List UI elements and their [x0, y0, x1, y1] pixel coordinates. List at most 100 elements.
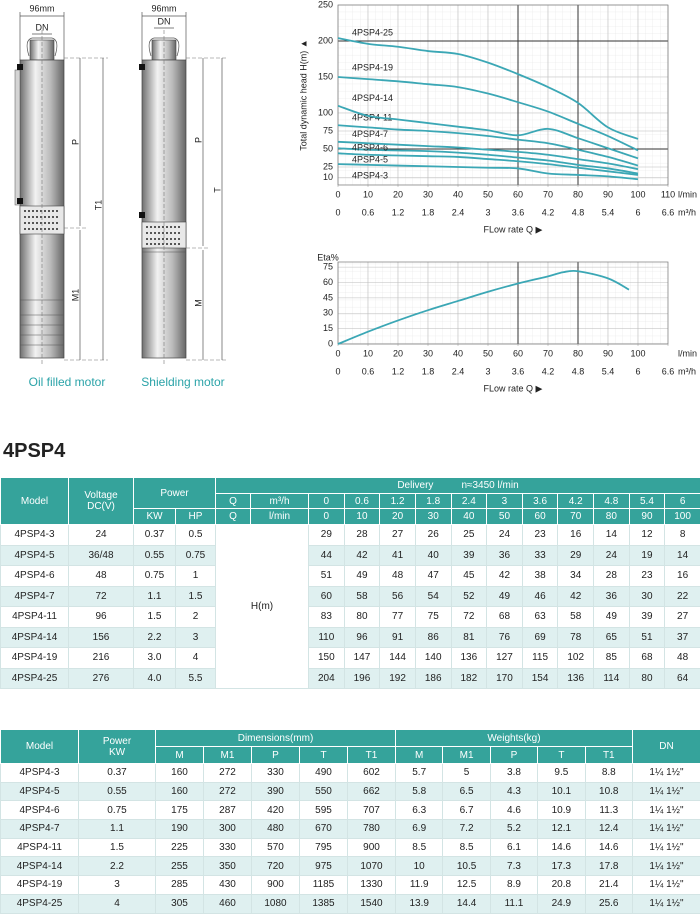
table-cell: 4.0 — [134, 668, 176, 689]
y-tick-label: 150 — [318, 71, 333, 81]
series-label: 4PSP4-25 — [352, 27, 393, 37]
table-cell: 78 — [558, 627, 594, 648]
top-section: 96mm DN P T1 M1 Oil filled motor 96mm DN — [0, 0, 700, 400]
table-cell: 48 — [69, 566, 134, 587]
table-cell: 4PSP4-5 — [1, 545, 69, 566]
x-tick-label: 10 — [363, 348, 373, 358]
x2-tick-label: 3.6 — [512, 366, 525, 376]
table-cell: 42 — [487, 566, 523, 587]
table-cell: 23 — [629, 566, 665, 587]
x2-tick-label: 2.4 — [452, 366, 465, 376]
y-tick-label: 45 — [323, 292, 333, 302]
table-cell: 6.7 — [443, 801, 490, 820]
x2-tick-label: 6.6 — [662, 207, 675, 217]
table-cell: 795 — [300, 838, 348, 857]
table-cell: 0.75 — [79, 801, 156, 820]
table-cell: 96 — [69, 607, 134, 628]
table-cell: 22 — [665, 586, 700, 607]
table-cell: 72 — [451, 607, 487, 628]
table-cell: 4PSP4-3 — [1, 525, 69, 546]
x-axis-label: FLow rate Q ▶ — [484, 224, 543, 234]
table-cell: 64 — [665, 668, 700, 689]
header-cell: 20 — [380, 509, 416, 525]
header-cell: 3 — [487, 493, 523, 509]
table-cell: 56 — [380, 586, 416, 607]
table-cell: 1¼ 1½" — [632, 801, 700, 820]
x-tick-label: 30 — [423, 189, 433, 199]
table-cell: 110 — [309, 627, 345, 648]
table-cell: 7.2 — [443, 820, 490, 839]
table-cell: 28 — [594, 566, 630, 587]
header-cell: 0.6 — [344, 493, 380, 509]
y-tick-label: 100 — [318, 107, 333, 117]
table-cell: 69 — [522, 627, 558, 648]
table-cell: 0.37 — [134, 525, 176, 546]
header-cell: 1.2 — [380, 493, 416, 509]
table-cell: 4PSP4-6 — [1, 801, 79, 820]
table-cell: 5.8 — [396, 782, 443, 801]
table-cell: 115 — [522, 648, 558, 669]
table-cell: 330 — [252, 764, 300, 783]
table-cell: 900 — [348, 838, 396, 857]
header-cell: Q — [216, 509, 251, 525]
table-cell: 48 — [665, 648, 700, 669]
table-cell: 38 — [522, 566, 558, 587]
header-cell: T — [538, 747, 585, 764]
header-cell: 60 — [522, 509, 558, 525]
header-cell: T — [300, 747, 348, 764]
x-tick-label: 110 — [661, 189, 675, 199]
header-cell: HP — [176, 509, 216, 525]
series-label: 4PSP4-19 — [352, 62, 393, 72]
table-cell: 150 — [309, 648, 345, 669]
table-cell: 1080 — [252, 894, 300, 913]
table-cell: 24 — [487, 525, 523, 546]
table-cell: 1.5 — [176, 586, 216, 607]
table-cell: 68 — [487, 607, 523, 628]
table-cell: 420 — [252, 801, 300, 820]
table-cell: 0.55 — [79, 782, 156, 801]
table-cell: 4PSP4-14 — [1, 857, 79, 876]
table-cell: 44 — [309, 545, 345, 566]
table-cell: 14.4 — [443, 894, 490, 913]
table-cell: 0.75 — [134, 566, 176, 587]
table-cell: 24 — [69, 525, 134, 546]
table-cell: 390 — [252, 782, 300, 801]
series-label: 4PSP4-3 — [352, 170, 388, 180]
header-cell: M — [396, 747, 443, 764]
table-cell: 3.8 — [490, 764, 537, 783]
table-cell: 8.5 — [443, 838, 490, 857]
table-cell: 1¼ 1½" — [632, 857, 700, 876]
header-cell: 40 — [451, 509, 487, 525]
x-tick-label: 30 — [423, 348, 433, 358]
series-label: 4PSP4-5 — [352, 155, 388, 165]
header-text: Power — [79, 736, 155, 747]
table-cell: 4PSP4-25 — [1, 894, 79, 913]
header-cell: 0 — [309, 493, 345, 509]
table-cell: 12 — [629, 525, 665, 546]
header-cell: 10 — [344, 509, 380, 525]
table-cell: 720 — [252, 857, 300, 876]
header-cell: M1 — [443, 747, 490, 764]
table-cell: 10.5 — [443, 857, 490, 876]
table-cell: 75 — [415, 607, 451, 628]
table-cell: 51 — [629, 627, 665, 648]
table-cell: 12.5 — [443, 876, 490, 895]
table-cell: 127 — [487, 648, 523, 669]
x-tick-label: 70 — [543, 348, 553, 358]
table-cell: 4PSP4-5 — [1, 782, 79, 801]
table-cell: 1.1 — [79, 820, 156, 839]
header-cell: 2.4 — [451, 493, 487, 509]
table-cell: 11.9 — [396, 876, 443, 895]
header-cell: 3.6 — [522, 493, 558, 509]
table-cell: 5.2 — [490, 820, 537, 839]
y-axis-label: Eta% — [317, 252, 339, 262]
